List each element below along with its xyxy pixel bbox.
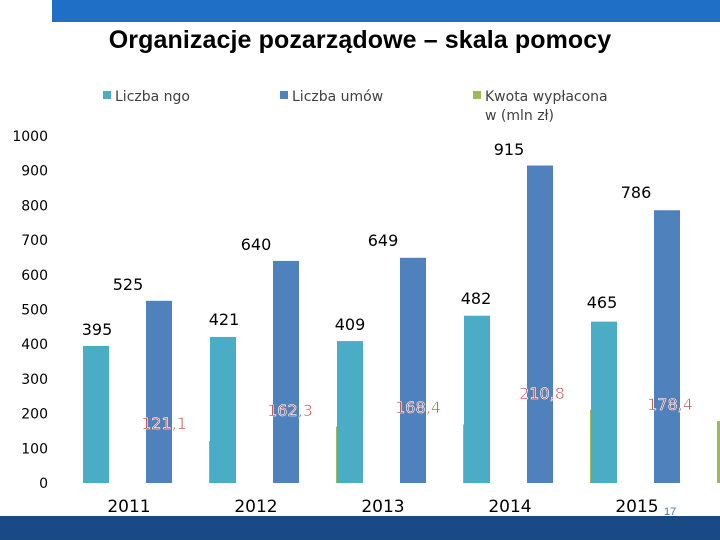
- y-tick-label: 900: [21, 164, 48, 180]
- legend-swatch-umow: [280, 91, 288, 99]
- data-label: 409: [335, 315, 366, 334]
- header-band: [52, 0, 720, 22]
- bar: [146, 300, 172, 483]
- bar: [527, 165, 553, 483]
- x-tick-label: 2015: [615, 497, 658, 517]
- y-tick-label: 800: [21, 198, 48, 214]
- data-label: 178,4: [647, 395, 693, 414]
- data-label: 465: [587, 293, 618, 312]
- x-tick-label: 2011: [107, 497, 150, 517]
- data-label: 786: [621, 183, 652, 202]
- legend-swatch-kwota: [473, 91, 481, 99]
- x-tick-label: 2014: [488, 497, 531, 517]
- bar: [210, 336, 236, 483]
- bar: [464, 315, 490, 483]
- page-title: Organizacje pozarządowe – skala pomocy: [108, 26, 612, 54]
- legend-item-kwota: Kwota wypłacona w (mln zł): [473, 88, 623, 126]
- data-label: 210,8: [519, 384, 565, 403]
- legend-item-umow: Liczba umów: [280, 88, 383, 107]
- bar: [717, 421, 720, 483]
- legend-label-umow: Liczba umów: [292, 89, 384, 105]
- y-tick-label: 0: [39, 476, 48, 492]
- x-tick-label: 2013: [361, 497, 404, 517]
- y-tick-label: 600: [21, 268, 48, 284]
- data-label: 395: [82, 320, 113, 339]
- data-label: 168,4: [395, 398, 441, 417]
- bar: [83, 345, 109, 483]
- bar: [337, 341, 363, 483]
- bar: [273, 260, 299, 483]
- legend-label-ngo: Liczba ngo: [115, 89, 190, 105]
- data-label: 640: [241, 235, 272, 254]
- data-label: 649: [368, 231, 399, 250]
- y-tick-label: 400: [21, 337, 48, 353]
- x-tick-label: 2012: [234, 497, 277, 517]
- y-tick-label: 1000: [12, 129, 48, 145]
- data-label: 121,1: [141, 414, 187, 433]
- page-number: 17: [664, 506, 677, 518]
- footer-band: [0, 516, 720, 540]
- y-tick-label: 500: [21, 303, 48, 319]
- legend-item-ngo: Liczba ngo: [103, 88, 190, 107]
- bar: [654, 210, 680, 483]
- data-label: 915: [494, 140, 525, 159]
- legend-label-kwota: Kwota wypłacona w (mln zł): [485, 89, 608, 124]
- bar: [400, 257, 426, 483]
- legend-swatch-ngo: [103, 91, 111, 99]
- data-label: 421: [209, 310, 240, 329]
- bar: [591, 321, 617, 483]
- y-tick-label: 700: [21, 233, 48, 249]
- data-label: 482: [461, 289, 492, 308]
- data-label: 162,3: [267, 401, 313, 420]
- y-tick-label: 200: [21, 407, 48, 423]
- data-label: 525: [113, 275, 144, 294]
- y-tick-label: 100: [21, 441, 48, 457]
- y-tick-label: 300: [21, 372, 48, 388]
